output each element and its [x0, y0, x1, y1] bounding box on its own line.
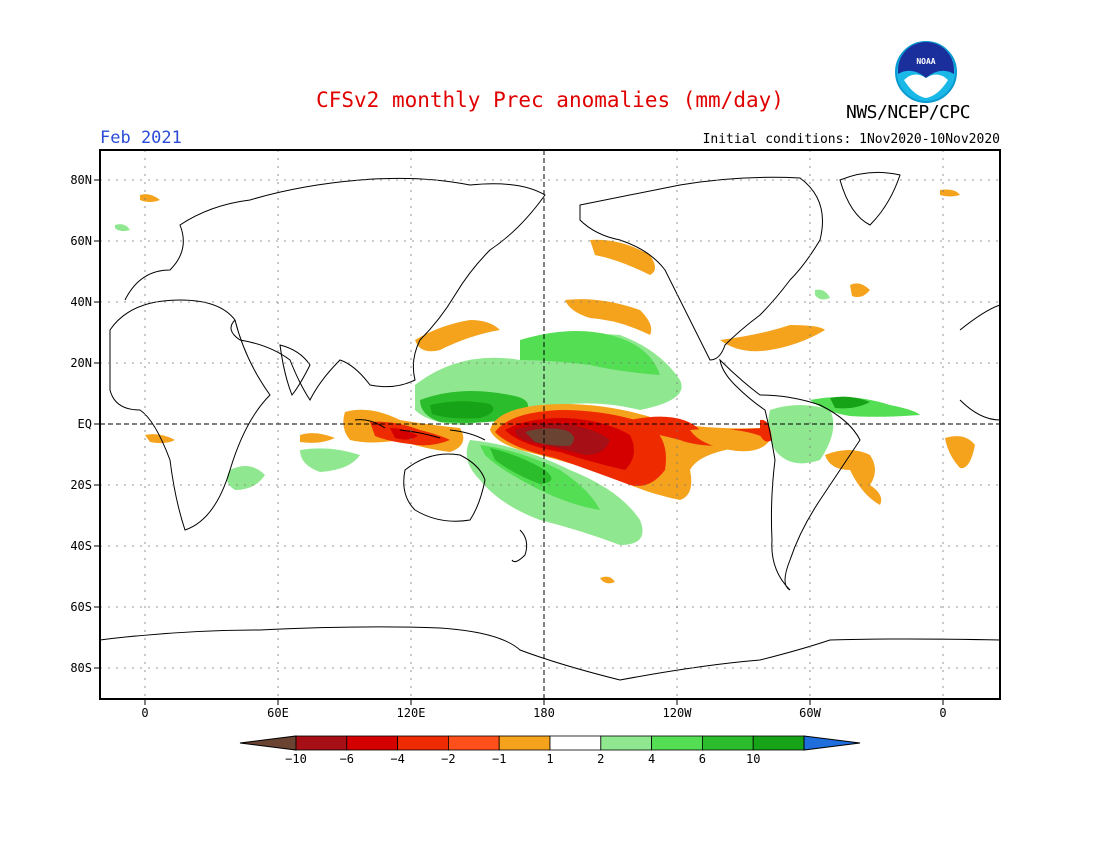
lon-label: 60W: [799, 706, 821, 720]
lon-label: 0: [141, 706, 148, 720]
lat-label: 20N: [70, 356, 92, 370]
north-america-outline: [579, 176, 823, 361]
lat-label: 80N: [70, 173, 92, 187]
agency-label: NWS/NCEP/CPC: [846, 102, 971, 123]
forecast-month: Feb 2021: [100, 128, 182, 148]
colorbar-swatch: [397, 735, 449, 751]
lat-label: 60S: [70, 600, 92, 614]
chart-title: CFSv2 monthly Prec anomalies (mm/day): [316, 88, 784, 112]
lon-label: 120E: [397, 706, 426, 720]
colorbar-label: −10: [285, 752, 307, 766]
antarctica-outline: [100, 626, 1000, 681]
africa-outline: [109, 299, 271, 531]
initial-conditions: Initial conditions: 1Nov2020-10Nov2020: [702, 132, 1000, 147]
graticule: [100, 150, 1000, 699]
colorbar-arrow-low: [239, 735, 297, 751]
colorbar-label: 2: [597, 752, 604, 766]
lat-label: 60N: [70, 234, 92, 248]
coastlines: [100, 171, 1000, 681]
lon-label: 180: [533, 706, 555, 720]
lon-label: 60E: [267, 706, 289, 720]
colorbar: −10 −6 −4 −2 −1 1 2 4 6 10: [239, 735, 861, 766]
colorbar-swatch: [702, 735, 754, 751]
lat-label: 40N: [70, 295, 92, 309]
colorbar-swatch: [651, 735, 703, 751]
colorbar-swatch: [295, 735, 348, 751]
colorbar-label: −2: [441, 752, 455, 766]
logo-text: NOAA: [916, 57, 935, 66]
lat-label: 40S: [70, 539, 92, 553]
wet-south-america: [768, 405, 834, 464]
eurasia-outline: [124, 177, 546, 401]
south-america-outline: [719, 358, 861, 591]
colorbar-swatch: [600, 735, 652, 751]
colorbar-arrow-high: [803, 735, 861, 751]
lat-label: 80S: [70, 661, 92, 675]
lon-label: 0: [939, 706, 946, 720]
reference-lines: [100, 150, 1000, 699]
colorbar-label: −6: [340, 752, 354, 766]
noaa-logo: NOAA: [895, 41, 957, 103]
colorbar-label: −1: [492, 752, 506, 766]
australia-outline: [403, 453, 486, 522]
colorbar-swatch: [549, 735, 602, 751]
colorbar-swatch: [752, 735, 805, 751]
colorbar-label: 6: [699, 752, 706, 766]
anomaly-fields: [115, 189, 975, 584]
colorbar-label: 4: [648, 752, 655, 766]
colorbar-swatch: [447, 735, 500, 751]
lat-label: 20S: [70, 478, 92, 492]
lon-label: 120W: [663, 706, 693, 720]
colorbar-swatch: [498, 735, 551, 751]
lat-label: EQ: [78, 417, 92, 431]
colorbar-label: −4: [390, 752, 404, 766]
colorbar-label: 10: [746, 752, 760, 766]
colorbar-label: 1: [546, 752, 553, 766]
colorbar-swatch: [346, 735, 398, 751]
